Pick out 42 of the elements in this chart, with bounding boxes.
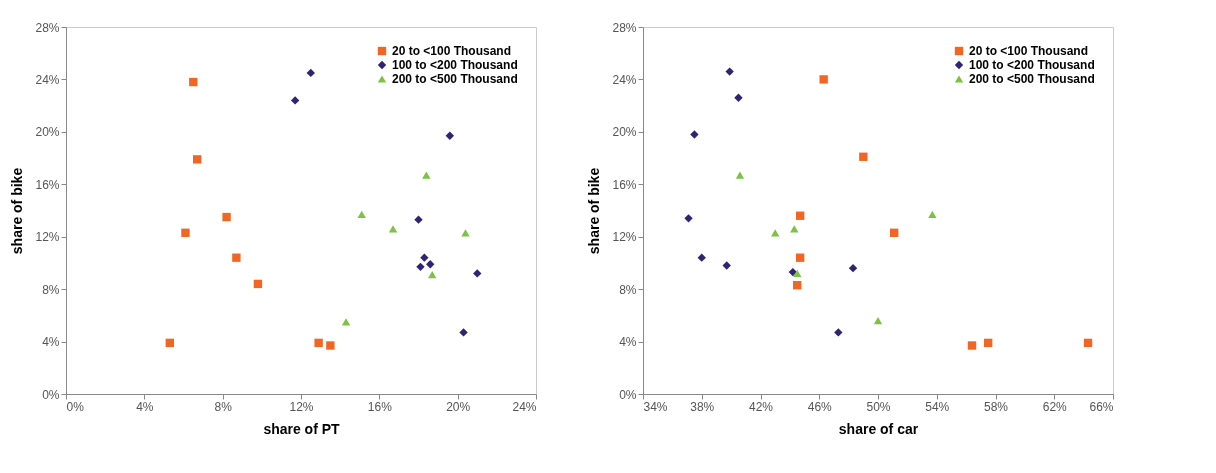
x-tick-label: 16% [367,399,393,414]
y-tick-label: 4% [619,335,637,350]
y-tick-label: 8% [42,282,60,297]
y-tick-label: 12% [35,230,60,245]
x-tick-label: 50% [866,399,891,414]
x-tick-label: 54% [925,399,950,414]
y-axis-title: share of bike [586,167,603,255]
y-tick-label: 16% [612,177,637,192]
y-tick-label: 20% [35,125,60,140]
y-tick-label: 28% [612,20,637,35]
y-tick-label: 20% [612,125,637,140]
legend-label: 200 to <500 Thousand [392,72,518,86]
y-tick-label: 24% [612,72,637,87]
x-tick-label: 38% [690,399,715,414]
y-tick-label: 24% [35,72,60,87]
y-axis-title: share of bike [9,167,26,255]
x-tick-label: 20% [446,399,471,414]
y-tick-label: 16% [35,177,60,192]
y-tick-label: 8% [619,282,637,297]
x-axis-title: share of car [838,420,919,437]
y-tick-label: 4% [42,335,60,350]
x-tick-label: 42% [748,399,774,414]
x-tick-label: 46% [807,399,833,414]
x-tick-label: 24% [512,399,537,414]
legend-label: 100 to <200 Thousand [392,58,518,72]
x-tick-label: 12% [289,399,314,414]
x-tick-label: 58% [983,399,1009,414]
y-tick-label: 0% [42,387,60,402]
x-tick-label: 62% [1042,399,1068,414]
x-tick-label: 34% [643,399,668,414]
x-tick-label: 8% [214,399,233,414]
legend-label: 20 to <100 Thousand [969,44,1089,58]
y-tick-label: 0% [619,387,637,402]
y-tick-label: 12% [612,230,637,245]
x-axis-title: share of PT [263,420,341,437]
legend-label: 100 to <200 Thousand [969,58,1095,72]
x-tick-label: 0% [66,399,85,414]
x-tick-label: 66% [1089,399,1114,414]
x-tick-label: 4% [136,399,154,414]
y-tick-label: 28% [35,20,60,35]
legend-label: 200 to <500 Thousand [969,72,1095,86]
legend-label: 20 to <100 Thousand [392,44,512,58]
